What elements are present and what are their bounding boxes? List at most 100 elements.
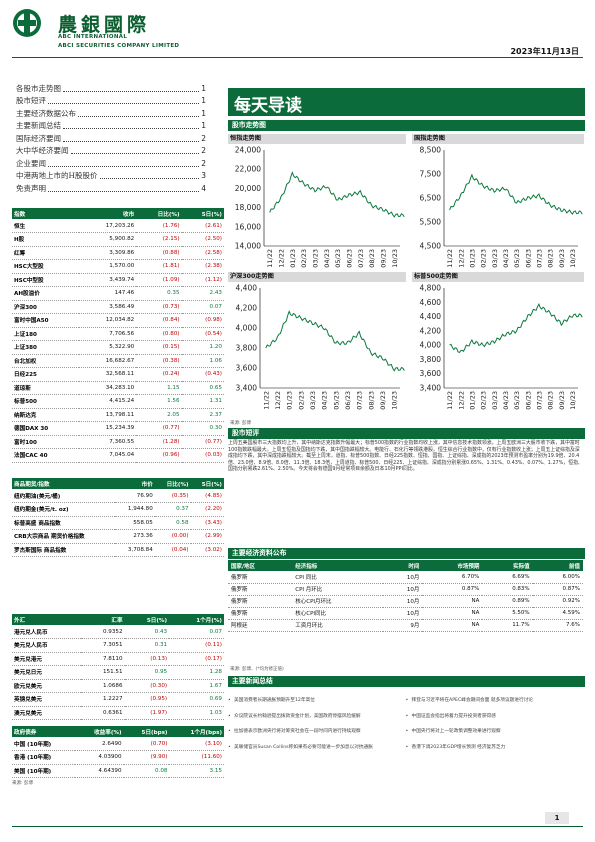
table-cell: 4.64390	[75, 764, 124, 778]
table-cell: 2.05	[136, 408, 182, 422]
row-label: 上证380	[12, 340, 80, 355]
row-label: AH股溢价	[12, 286, 80, 301]
table-cell: (2.61)	[181, 219, 224, 233]
series-line	[449, 173, 583, 215]
toc-item-title: 中港两地上市的H股股价	[16, 171, 98, 181]
toc-dots	[48, 160, 200, 167]
table-cell: CPI 同比	[292, 571, 383, 584]
table-cell: 10月	[382, 607, 423, 620]
x-tick-label: 05/23	[513, 249, 521, 268]
table-row: 富时中国A50 12,034.82 (0.84) (0.98)	[12, 313, 224, 328]
table-cell: 6.00%	[532, 571, 583, 584]
x-tick-label: 04/23	[323, 249, 331, 268]
news-item: • 美国消费者长期通胀预期升至12年高位	[228, 698, 400, 705]
y-tick-label: 18,000	[235, 203, 261, 212]
news-item: • 香港下调2023年GDP增长预测 经济复苏乏力	[406, 745, 578, 752]
table-cell: (9.90)	[123, 750, 170, 765]
table-row: 香港 (10年期) 4.03900 (9.90) (11.60)	[12, 750, 224, 765]
bonds-source: 来源: 彭博	[12, 781, 33, 786]
toc-item-page: 3	[201, 171, 206, 181]
y-tick-label: 4,400	[420, 312, 442, 321]
x-tick-label: 12/22	[457, 391, 465, 410]
x-tick-label: 01/23	[289, 249, 297, 268]
table-cell: 0.65	[181, 381, 224, 395]
table-cell: (0.35)	[154, 489, 191, 503]
series-line	[265, 310, 405, 372]
x-tick-label: 06/23	[344, 391, 352, 410]
table-cell: (0.98)	[181, 313, 224, 328]
y-tick-label: 3,600	[236, 364, 258, 373]
table-cell: (0.95)	[124, 692, 170, 707]
toc-item[interactable]: 主要新闻总结 1	[16, 120, 206, 133]
toc-item-title: 免责声明	[16, 183, 46, 193]
row-label: 红筹	[12, 246, 80, 260]
table-row: 俄罗斯 核心CPI同比 10月 NA 5.50% 4.59%	[228, 607, 583, 620]
table-cell: 0.43	[124, 625, 170, 639]
table-cell: (0.00)	[154, 529, 191, 544]
table-cell: (0.77)	[181, 435, 224, 449]
column-header: 实际值	[482, 560, 533, 571]
table-cell: (0.03)	[181, 448, 224, 463]
row-label: 美元兑日元	[12, 665, 82, 680]
table-row: 俄罗斯 核心CPI月环比 10月 NA 0.89% 0.92%	[228, 595, 583, 608]
bullet-icon: •	[405, 713, 409, 719]
table-cell: 0.35	[136, 286, 182, 301]
table-cell: 6.69%	[482, 571, 533, 584]
table-cell: 10月	[382, 583, 423, 596]
toc-dots	[70, 147, 200, 155]
table-cell: 7,706.56	[79, 327, 137, 341]
row-label: 欧元兑美元	[12, 679, 82, 693]
bullet-icon: •	[228, 729, 231, 734]
chart-hscei-title: 国指走势图	[412, 134, 584, 144]
row-label: 英镑兑美元	[12, 692, 82, 707]
row-label: 香港 (10年期)	[12, 750, 76, 765]
table-cell: (3.02)	[190, 543, 224, 557]
table-row: 沪深300 3,586.49 (0.73) 0.07	[12, 300, 224, 314]
toc-item[interactable]: 国际经济要闻 2	[16, 132, 206, 145]
x-tick-label: 09/23	[380, 249, 388, 268]
table-cell: 1,570.00	[79, 259, 137, 274]
x-tick-label: 02/23	[480, 249, 488, 268]
toc-item[interactable]: 企业要闻 2	[16, 157, 206, 170]
row-label: 台北加权	[12, 354, 80, 368]
toc-item-page: 4	[201, 183, 206, 193]
column-header: 政府债券	[12, 726, 76, 737]
table-cell: 俄罗斯	[228, 595, 293, 608]
toc-item[interactable]: 中港两地上市的H股股价 3	[16, 170, 206, 183]
row-label: 富时中国A50	[12, 313, 80, 328]
toc-item[interactable]: 各股市走势图 1	[16, 82, 206, 95]
y-tick-label: 22,000	[235, 165, 261, 174]
table-cell: 1.0686	[81, 679, 125, 693]
y-tick-label: 6,500	[420, 194, 442, 203]
table-header-row: 指数 收市 日比(%) 5日(%)	[12, 208, 224, 219]
table-cell: 核心CPI月环比	[292, 595, 383, 608]
row-label: 恒生	[12, 219, 80, 233]
table-cell: 12,034.82	[79, 313, 137, 328]
table-cell: 2.43	[181, 286, 224, 301]
chart-sp500-plot: 4,800 4,600 4,400 4,200 4,000 3,800 3,600 3,400…	[420, 284, 583, 410]
y-tick-label: 4,600	[420, 298, 442, 307]
toc-item[interactable]: 股市短评 1	[16, 95, 206, 108]
toc-item[interactable]: 免责声明 4	[16, 182, 206, 195]
chart-hsi-title: 恒指走势图	[228, 134, 406, 144]
table-cell: 10月	[382, 571, 423, 584]
y-tick-label: 4,500	[420, 242, 442, 251]
table-cell: 147.46	[79, 286, 137, 301]
row-label: 中国 (10年期)	[12, 737, 76, 751]
table-cell: NA	[422, 595, 483, 608]
toc-item[interactable]: 大中华经济要闻 2	[16, 145, 206, 158]
news-text: 众议院议长约翰逊提出拨款资金计划，美国政府停摆风险缓解	[234, 713, 361, 719]
toc-item[interactable]: 主要经济数据公布 1	[16, 107, 206, 120]
table-cell: 0.87%	[532, 583, 583, 596]
column-header: 指数	[12, 208, 80, 219]
column-header: 5日(%)	[181, 208, 224, 219]
toc-dots	[63, 122, 200, 130]
x-tick-label: 11/22	[446, 249, 454, 268]
news-item: • 众议院议长约翰逊提出拨款资金计划，美国政府停摆风险缓解	[228, 714, 400, 721]
table-cell: 2.6490	[75, 737, 124, 751]
toc-item-title: 主要经济数据公布	[16, 108, 76, 118]
bullet-icon: •	[405, 698, 409, 703]
table-row: 英镑兑美元 1.2227 (0.95) 0.69	[12, 692, 224, 707]
table-cell: (0.24)	[136, 367, 182, 382]
bullet-icon: •	[228, 698, 231, 703]
